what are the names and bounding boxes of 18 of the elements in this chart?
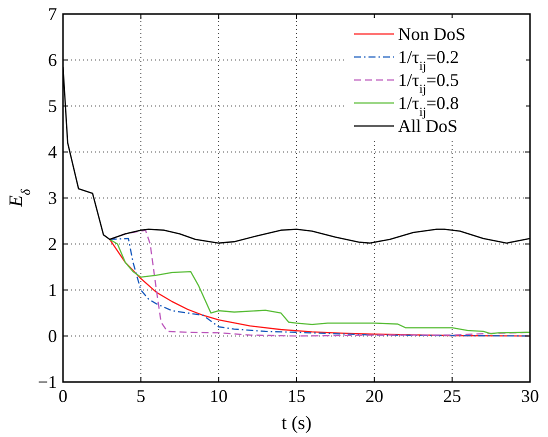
legend-label: 1/τ$_{ij}$=0.2 — [398, 47, 459, 73]
x-tick-label: 20 — [365, 386, 384, 406]
x-axis-title: t (s) — [281, 413, 312, 434]
x-tick-label: 10 — [210, 386, 228, 406]
y-tick-label: −1 — [38, 372, 57, 392]
y-tick-label: 3 — [48, 188, 57, 208]
y-tick-label: 2 — [48, 234, 57, 254]
x-tick-label: 15 — [288, 386, 306, 406]
x-tick-label: 30 — [521, 386, 539, 406]
y-tick-label: 1 — [48, 280, 57, 300]
y-tick-label: 6 — [48, 50, 57, 70]
y-tick-label: 7 — [48, 4, 57, 24]
y-tick-label: 4 — [48, 142, 57, 162]
legend-label: Non DoS — [398, 24, 466, 44]
y-tick-label: 0 — [48, 326, 57, 346]
x-tick-label: 5 — [136, 386, 146, 406]
y-tick-label: 5 — [48, 96, 57, 116]
x-tick-label: 25 — [443, 386, 462, 406]
